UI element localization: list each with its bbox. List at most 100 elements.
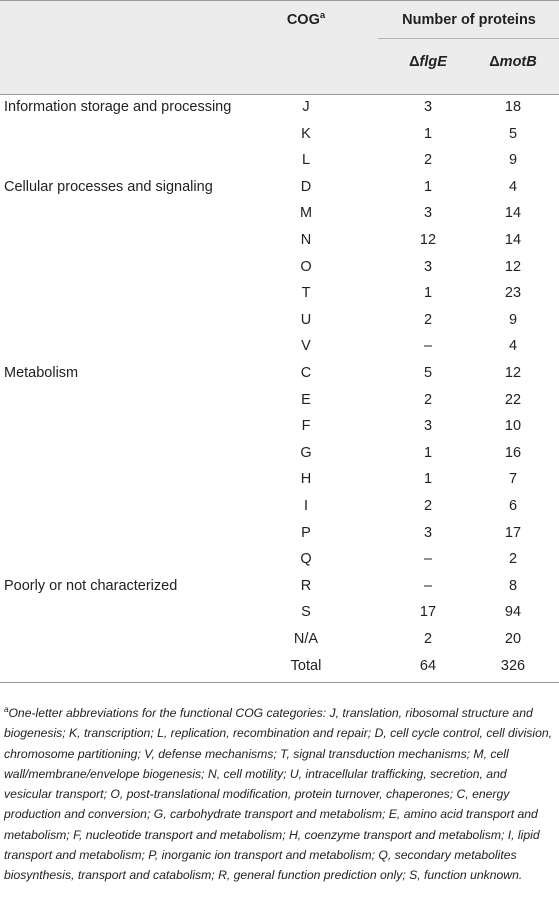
row-motB-count: 9 xyxy=(508,152,518,169)
row-cog: M xyxy=(299,205,313,222)
row-flgE-count: 12 xyxy=(419,232,437,248)
row-motB-count: 5 xyxy=(508,125,518,142)
row-cog: G xyxy=(300,444,312,461)
row-flgE-count: 2 xyxy=(423,391,433,408)
table-row: Information storage and processing J 3 18 xyxy=(0,94,559,121)
row-category: Cellular processes and signaling xyxy=(4,178,213,195)
table-row: Poorly or not characterized R – 8 xyxy=(0,573,559,600)
table-footnote: aOne-letter abbreviations for the functi… xyxy=(4,704,553,883)
table-bottom-rule xyxy=(0,682,559,683)
table-row: Total 64 326 xyxy=(0,653,559,680)
row-motB-count: 94 xyxy=(504,604,522,621)
row-motB-count: 9 xyxy=(508,311,518,328)
row-cog: Total xyxy=(290,657,322,674)
row-motB-count: 326 xyxy=(500,657,526,674)
row-flgE-count: 3 xyxy=(423,524,433,541)
row-flgE-count: 2 xyxy=(423,152,433,169)
table-row: M 3 14 xyxy=(0,200,559,227)
table-row: L 2 9 xyxy=(0,147,559,174)
row-category: Information storage and processing xyxy=(4,99,232,115)
row-flgE-count: 1 xyxy=(423,125,433,142)
row-flgE-count: 17 xyxy=(419,604,437,621)
row-flgE-count: 2 xyxy=(423,498,433,514)
row-motB-count: 7 xyxy=(508,471,518,488)
row-cog: O xyxy=(300,258,312,275)
row-motB-count: 4 xyxy=(508,178,518,195)
row-flgE-count: 1 xyxy=(423,178,433,195)
table-row: H 1 7 xyxy=(0,466,559,493)
row-flgE-count: 64 xyxy=(419,657,437,674)
row-cog: T xyxy=(301,285,311,302)
row-cog: I xyxy=(303,498,309,514)
row-flgE-count: 2 xyxy=(423,631,433,647)
row-cog: S xyxy=(301,604,311,621)
table-row: V – 4 xyxy=(0,333,559,360)
row-motB-count: 18 xyxy=(504,99,522,115)
row-cog: U xyxy=(300,311,312,328)
table-row: Q – 2 xyxy=(0,546,559,573)
row-cog: K xyxy=(301,125,311,142)
row-motB-count: 14 xyxy=(504,205,522,222)
table-row: O 3 12 xyxy=(0,254,559,281)
row-cog: P xyxy=(301,524,311,541)
row-cog: F xyxy=(301,418,311,435)
row-cog: N/A xyxy=(293,631,319,647)
table-row: N 12 14 xyxy=(0,227,559,254)
row-motB-count: 14 xyxy=(504,232,522,248)
row-flgE-count: 1 xyxy=(423,471,433,488)
row-motB-count: 17 xyxy=(504,524,522,541)
row-motB-count: 8 xyxy=(508,577,518,594)
table-row: U 2 9 xyxy=(0,307,559,334)
row-category: Metabolism xyxy=(4,365,79,381)
row-motB-count: 12 xyxy=(504,258,522,275)
row-flgE-count: 3 xyxy=(423,418,433,435)
row-motB-count: 23 xyxy=(504,285,522,302)
row-flgE-count: 5 xyxy=(423,365,433,381)
header-motB: ΔmotB xyxy=(489,54,537,70)
row-flgE-count: 3 xyxy=(423,205,433,222)
row-motB-count: 12 xyxy=(504,365,522,381)
row-cog: C xyxy=(300,365,312,381)
table-row: Metabolism C 5 12 xyxy=(0,360,559,387)
table-row: N/A 2 20 xyxy=(0,626,559,653)
row-cog: L xyxy=(301,152,311,169)
table-row: G 1 16 xyxy=(0,440,559,467)
row-flgE-count: 1 xyxy=(423,285,433,302)
row-cog: R xyxy=(300,577,312,594)
row-flgE-count: 3 xyxy=(423,99,433,115)
table-row: F 3 10 xyxy=(0,413,559,440)
header-cog: COGa xyxy=(286,10,326,28)
row-motB-count: 10 xyxy=(504,418,522,435)
header-bottom-rule xyxy=(0,94,559,95)
table-header-band xyxy=(0,0,559,94)
table-row: P 3 17 xyxy=(0,520,559,547)
row-flgE-count: – xyxy=(423,577,433,594)
row-motB-count: 20 xyxy=(504,631,522,647)
table-row: K 1 5 xyxy=(0,121,559,148)
row-flgE-count: 1 xyxy=(423,444,433,461)
row-cog: N xyxy=(300,232,312,248)
row-flgE-count: – xyxy=(423,551,433,568)
row-cog: D xyxy=(300,178,312,195)
table-row: T 1 23 xyxy=(0,280,559,307)
row-motB-count: 4 xyxy=(508,338,518,355)
row-cog: E xyxy=(301,391,311,408)
header-group-rule xyxy=(378,38,559,39)
row-flgE-count: – xyxy=(423,338,433,355)
row-motB-count: 6 xyxy=(508,498,518,514)
row-flgE-count: 3 xyxy=(423,258,433,275)
table-row: E 2 22 xyxy=(0,387,559,414)
row-cog: H xyxy=(300,471,312,488)
row-category: Poorly or not characterized xyxy=(4,577,178,594)
header-number-of-proteins: Number of proteins xyxy=(402,12,536,28)
row-cog: J xyxy=(302,99,310,115)
table-row: S 17 94 xyxy=(0,599,559,626)
row-cog: Q xyxy=(300,551,312,568)
row-motB-count: 16 xyxy=(504,444,522,461)
row-cog: V xyxy=(301,338,311,355)
row-motB-count: 2 xyxy=(508,551,518,568)
table-row: I 2 6 xyxy=(0,493,559,520)
header-flgE: ΔflgE xyxy=(409,54,447,70)
top-rule xyxy=(0,0,559,1)
